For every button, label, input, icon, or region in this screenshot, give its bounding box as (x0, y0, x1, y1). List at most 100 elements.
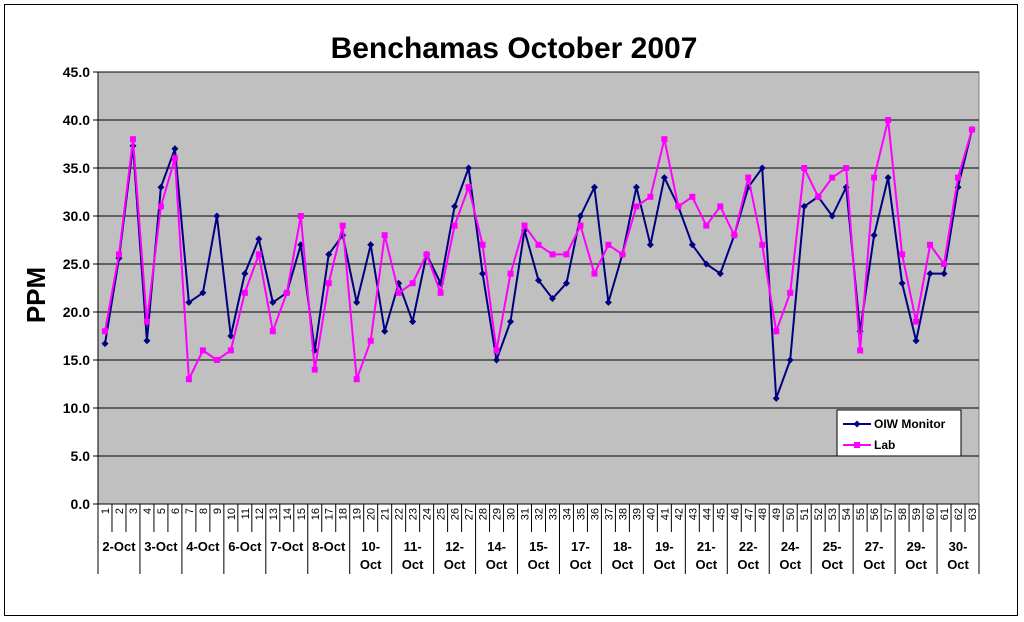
x-group-label: Oct (821, 557, 843, 572)
data-point (969, 126, 976, 133)
data-point (241, 289, 248, 296)
chart-frame: Benchamas October 2007 PPM 0.0 5.0 10.0 15.… (4, 4, 1018, 616)
data-point (143, 318, 150, 325)
x-group-label: Oct (612, 557, 634, 572)
chart-svg: Benchamas October 2007 PPM 0.0 5.0 10.0 15.… (21, 32, 980, 574)
x-group-label: 24- (781, 539, 800, 554)
x-tick-label: 27 (464, 508, 476, 520)
x-tick-label: 3 (128, 508, 140, 514)
x-tick-label: 24 (422, 508, 434, 520)
data-point (465, 164, 473, 172)
data-point (101, 340, 109, 348)
data-point (437, 289, 444, 296)
data-point (521, 222, 528, 229)
data-point (549, 251, 556, 258)
x-tick-label: 40 (645, 508, 657, 520)
data-point (409, 318, 417, 326)
data-point (577, 222, 584, 229)
x-tick-label: 31 (520, 508, 532, 520)
data-point (898, 279, 906, 287)
x-group-label: 3-Oct (144, 539, 178, 554)
x-tick-label: 55 (855, 508, 867, 520)
data-point (759, 241, 766, 248)
x-tick-label: 7 (184, 508, 196, 514)
x-tick-label: 20 (366, 508, 378, 520)
y-axis-label: PPM (21, 267, 51, 323)
x-tick-label: 35 (575, 508, 587, 520)
data-point (283, 289, 290, 296)
data-point (507, 270, 514, 277)
legend-label: OIW Monitor (874, 417, 946, 431)
x-tick-label: 41 (659, 508, 671, 520)
x-tick-label: 56 (869, 508, 881, 520)
x-group-label: Oct (737, 557, 759, 572)
y-tick-label: 5.0 (71, 448, 91, 464)
y-tick-label: 25.0 (63, 256, 90, 272)
data-point (269, 298, 277, 306)
data-point (129, 136, 136, 143)
plot-background (97, 71, 980, 505)
x-group-label: 10- (361, 539, 380, 554)
y-tick-label: 30.0 (63, 208, 90, 224)
x-group-label: 12- (445, 539, 464, 554)
x-group-label: 19- (655, 539, 674, 554)
data-point (702, 260, 710, 268)
data-point (786, 356, 794, 364)
x-group-label: Oct (695, 557, 717, 572)
x-tick-label: 13 (268, 508, 280, 520)
x-tick-label: 14 (282, 508, 294, 520)
x-tick-label: 8 (198, 508, 210, 514)
data-point (829, 174, 836, 181)
x-tick-label: 4 (142, 508, 154, 514)
data-point (647, 193, 654, 200)
x-tick-label: 57 (883, 508, 895, 520)
data-point (870, 231, 878, 239)
plot-area: 0.05.010.015.020.025.030.035.040.045.01 2… (63, 64, 980, 574)
x-tick-label: 54 (841, 508, 853, 520)
data-point (171, 145, 179, 153)
x-tick-label: 34 (561, 508, 573, 520)
x-tick-label: 30 (506, 508, 518, 520)
data-point (632, 183, 640, 191)
x-group-label: 8-Oct (312, 539, 346, 554)
data-point (325, 250, 333, 258)
x-tick-label: 49 (771, 508, 783, 520)
x-tick-label: 1 (100, 508, 112, 514)
legend-box (836, 409, 962, 457)
x-tick-label: 11 (240, 508, 252, 519)
x-tick-label: 23 (408, 508, 420, 520)
x-group-label: Oct (486, 557, 508, 572)
x-tick-label: 52 (813, 508, 825, 520)
x-tick-label: 62 (953, 508, 965, 520)
data-point (241, 270, 249, 278)
x-group-label: Oct (528, 557, 550, 572)
data-point (185, 298, 193, 306)
data-point (660, 174, 668, 182)
x-group-label: 17- (571, 539, 590, 554)
data-point (213, 212, 221, 220)
data-point (633, 203, 640, 210)
x-group-label: 15- (529, 539, 548, 554)
x-tick-label: 53 (827, 508, 839, 520)
x-tick-label: 43 (687, 508, 699, 520)
x-tick-label: 28 (478, 508, 490, 520)
legend-marker (853, 420, 861, 428)
data-point (955, 174, 962, 181)
y-tick-label: 35.0 (63, 160, 90, 176)
data-point (381, 327, 389, 335)
data-point (772, 394, 780, 402)
data-point (884, 174, 892, 182)
data-point (941, 261, 948, 267)
y-tick-label: 40.0 (63, 112, 90, 128)
x-tick-label: 42 (673, 508, 685, 520)
x-tick-label: 9 (212, 508, 224, 514)
data-point (297, 213, 304, 219)
y-tick-label: 20.0 (63, 304, 90, 320)
data-point (535, 276, 542, 284)
y-tick-label: 0.0 (71, 496, 91, 512)
x-tick-label: 21 (380, 508, 392, 520)
x-group-label: Oct (444, 557, 466, 572)
data-point (227, 332, 235, 340)
x-tick-label: 50 (785, 508, 797, 520)
data-point (157, 183, 165, 191)
